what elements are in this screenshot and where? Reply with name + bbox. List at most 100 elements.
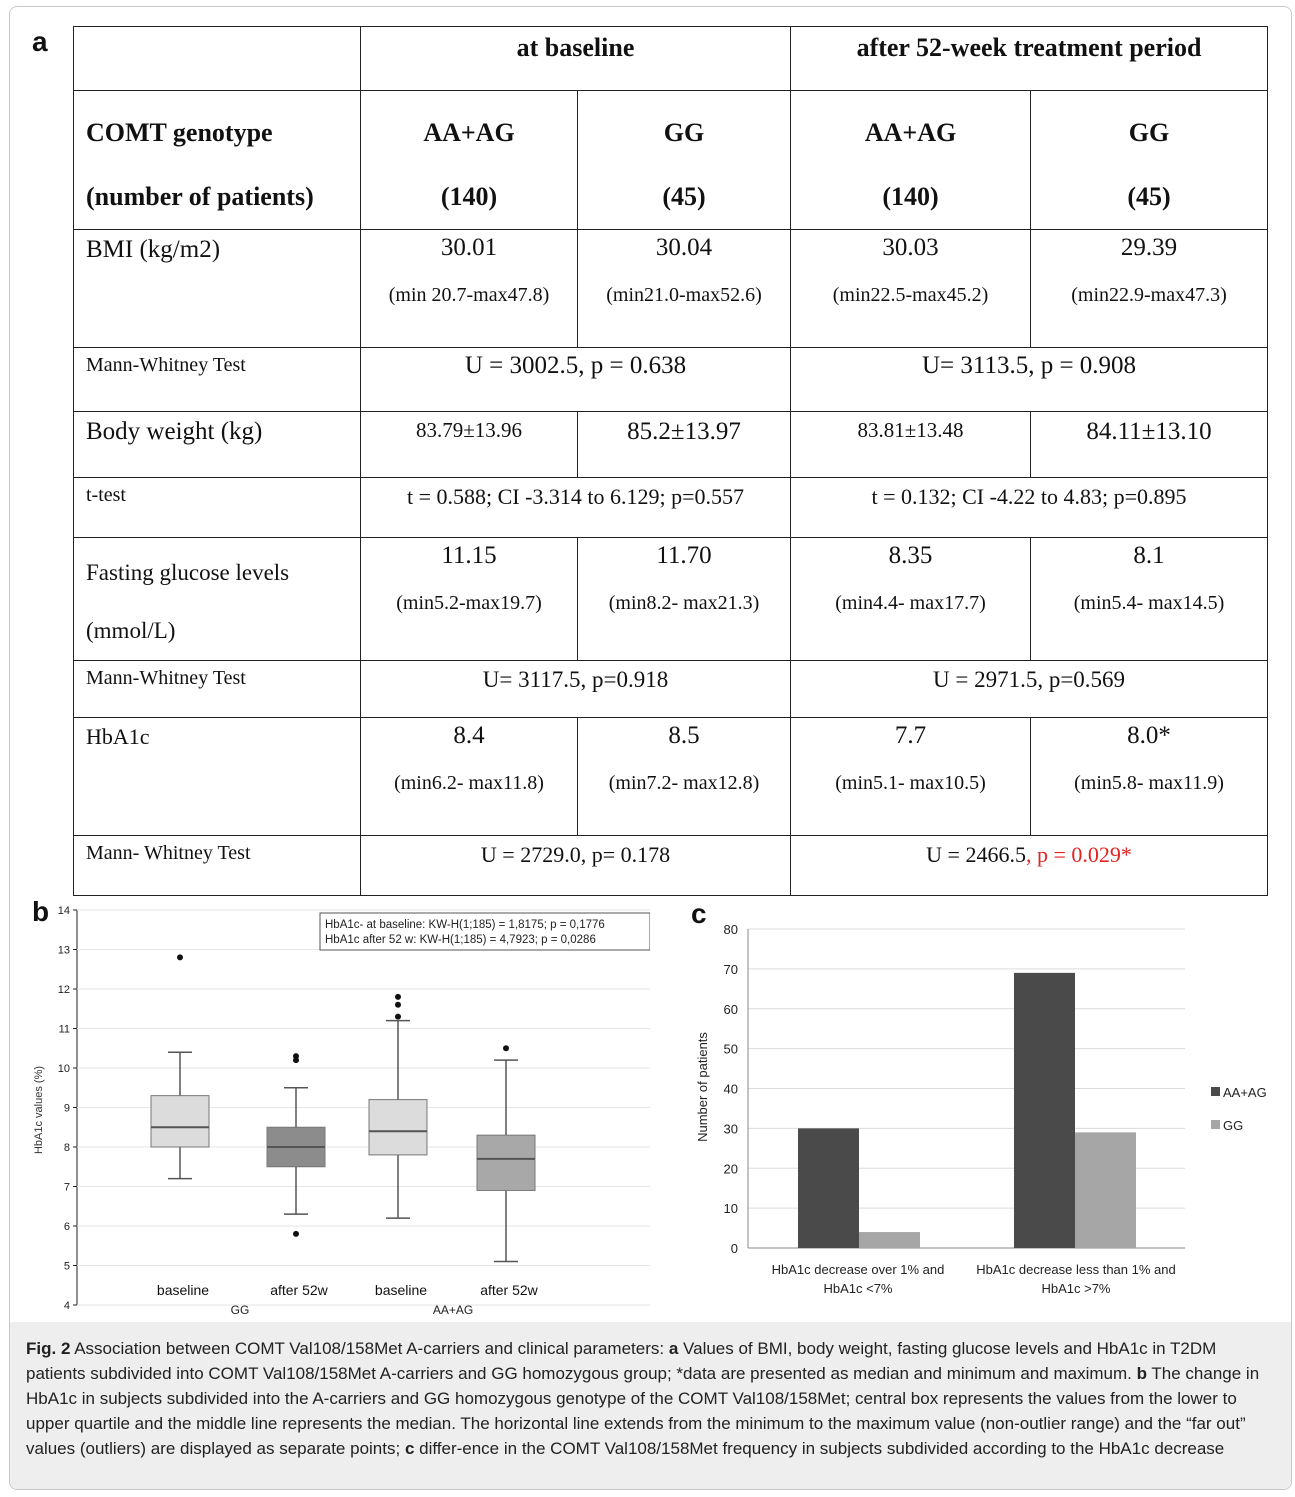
value: 30.03 [882, 234, 939, 261]
box-label: baseline [157, 1282, 209, 1298]
range: (min5.2-max19.7) [396, 592, 542, 614]
genotype-gg: GG [1128, 118, 1170, 147]
y-tick-label: 4 [64, 1300, 70, 1312]
box-label: after 52w [270, 1282, 328, 1298]
outlier-point [293, 1053, 299, 1060]
bar [798, 1128, 859, 1248]
glucose-test-b: U= 3117.5, p=0.918 [359, 660, 792, 718]
genotype-row: COMT genotype (number of patients) AA+AG (… [73, 90, 1269, 230]
value: 30.01 [440, 234, 498, 261]
stats-legend-box [319, 912, 650, 951]
y-tick-label: 20 [724, 1161, 738, 1176]
range: (min22.5-max45.2) [832, 284, 989, 306]
boxes: baseline after 52w baseline after 52w [150, 954, 539, 1298]
hba1c-b-aa: 8.4 (min6.2- max11.8) [360, 717, 578, 836]
category-labels: HbA1c decrease over 1% and HbA1c <7% HbA1c… [772, 1262, 1176, 1296]
caption-fig-number: Fig. 2 [26, 1339, 71, 1358]
legend-swatch [1211, 1120, 1220, 1129]
header-baseline: at baseline [359, 26, 792, 91]
genotype-aa: AA+AG [864, 118, 957, 147]
y-tick-label: 8 [64, 1142, 70, 1154]
y-tick-label: 11 [59, 1024, 70, 1036]
category-label: HbA1c <7% [823, 1281, 892, 1296]
header-b-gg: GG (45) [576, 90, 792, 230]
y-ticks: 0 10 20 30 40 50 60 70 80 [724, 922, 738, 1256]
weight-a-gg: 84.11±13.10 [1030, 411, 1269, 478]
y-tick-label: 9 [64, 1103, 70, 1115]
hba1c-row: HbA1c 8.4 (min6.2- max11.8) 8.5 (min7.2- m… [73, 717, 1269, 836]
y-tick-label: 30 [724, 1121, 738, 1136]
group-label-aa-ag: AA+AG [433, 1303, 473, 1315]
value: 7.7 [894, 722, 927, 749]
category-label: HbA1c >7% [1041, 1281, 1110, 1296]
range: (min7.2- max12.8) [608, 772, 760, 794]
header-a-aa: AA+AG (140) [790, 90, 1032, 230]
y-tick-label: 12 [58, 984, 70, 996]
y-ticks: 4 5 6 7 8 9 10 11 12 13 14 [58, 905, 77, 1312]
value: 8.4 [453, 722, 485, 749]
bars [798, 972, 1136, 1248]
value: 8.5 [668, 722, 700, 749]
glucose-b-aa: 11.15 (min5.2-max19.7) [360, 537, 578, 661]
glucose-test-label: Mann-Whitney Test [73, 660, 361, 718]
count-gg: (45) [1127, 182, 1171, 211]
range: (min5.1- max10.5) [835, 772, 986, 794]
glucose-a-aa: 8.35 (min4.4- max17.7) [790, 537, 1032, 661]
hba1c-test-a: U = 2466.5, p = 0.029* [790, 835, 1269, 896]
genotype-label-2: (number of patients) [86, 182, 314, 211]
header-after: after 52-week treatment period [790, 26, 1269, 91]
value: 8.35 [888, 542, 933, 569]
outlier-point [503, 1045, 509, 1052]
y-tick-label: 0 [731, 1241, 738, 1256]
y-tick-label: 50 [724, 1042, 738, 1057]
bmi-label: BMI (kg/m2) [73, 229, 361, 348]
glucose-label: Fasting glucose levels (mmol/L) [73, 537, 361, 661]
genotype-aa: AA+AG [423, 118, 515, 147]
count-aa: (140) [882, 182, 939, 211]
box [476, 1134, 536, 1191]
outlier-point [293, 1230, 299, 1237]
box [150, 1095, 210, 1148]
y-axis-label: Number of patients [695, 1032, 710, 1142]
count-aa: (140) [440, 182, 498, 211]
weight-test-row: t-test t = 0.588; CI -3.314 to 6.129; p=… [73, 477, 1269, 538]
header-b-aa: AA+AG (140) [360, 90, 578, 230]
legend-label: AA+AG [1223, 1085, 1267, 1100]
outlier-point [395, 1001, 401, 1008]
panel-a-letter: a [32, 26, 48, 57]
header-a-gg: GG (45) [1030, 90, 1269, 230]
bmi-test-label: Mann-Whitney Test [73, 347, 361, 412]
range: (min8.2- max21.3) [608, 592, 760, 614]
hba1c-a-gg: 8.0* (min5.8- max11.9) [1030, 717, 1269, 836]
category-label: HbA1c decrease less than 1% and [976, 1262, 1175, 1277]
gridlines [77, 909, 650, 1306]
legend: AA+AG GG [1211, 1085, 1267, 1133]
caption-c: c [404, 1439, 415, 1458]
glucose-label-2: (mmol/L) [86, 618, 176, 643]
hba1c-test-row: Mann- Whitney Test U = 2729.0, p= 0.178 … [73, 835, 1269, 896]
panel-b-letter: b [32, 896, 50, 927]
weight-b-gg: 85.2±13.97 [576, 411, 792, 478]
weight-label: Body weight (kg) [73, 411, 361, 478]
results-table: at baseline after 52-week treatment peri… [73, 26, 1269, 896]
bar-chart: 0 10 20 30 40 50 60 70 80 HbA1c decrease over 1%… [695, 922, 1267, 1296]
y-tick-label: 10 [724, 1201, 738, 1216]
bmi-test-b: U = 3002.5, p = 0.638 [359, 347, 792, 412]
y-tick-label: 40 [724, 1082, 738, 1097]
range: (min5.4- max14.5) [1073, 592, 1225, 614]
glucose-row: Fasting glucose levels (mmol/L) 11.15 (min… [73, 537, 1269, 661]
y-tick-label: 14 [58, 905, 70, 917]
outlier-point [395, 1013, 401, 1020]
legend-label: GG [1223, 1118, 1243, 1133]
y-axis-label: HbA1c values (%) [33, 1066, 45, 1154]
panel-c-letter: c [691, 898, 707, 929]
range: (min22.9-max47.3) [1071, 284, 1227, 306]
category-label: HbA1c decrease over 1% and [772, 1262, 945, 1277]
group-label-gg: GG [231, 1303, 250, 1315]
value: 30.04 [655, 234, 713, 261]
bmi-b-gg: 30.04 (min21.0-max52.6) [576, 229, 792, 348]
glucose-test-a: U = 2971.5, p=0.569 [790, 660, 1269, 718]
caption-text-2: Values of BMI, body weight, fasting gluc… [26, 1339, 1217, 1383]
bmi-b-aa: 30.01 (min 20.7-max47.8) [360, 229, 578, 348]
